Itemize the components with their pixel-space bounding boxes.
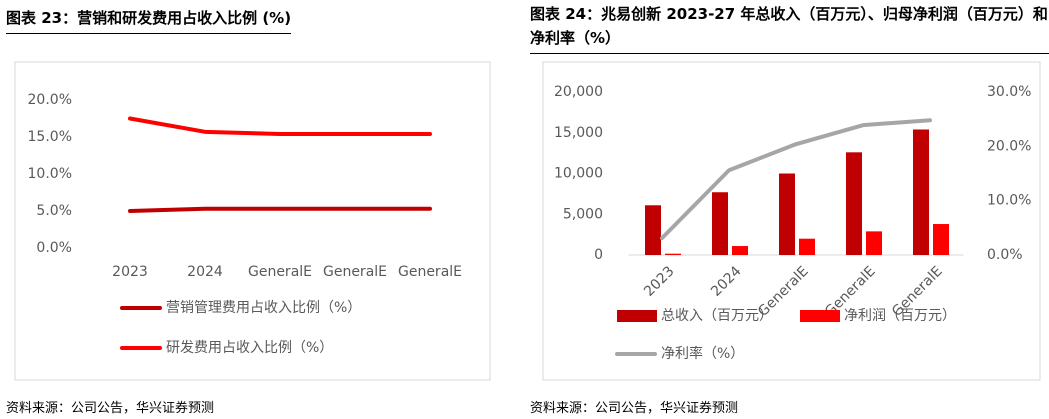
y-tick-label: 10.0% xyxy=(28,166,72,182)
legend-label: 研发费用占收入比例（%） xyxy=(166,340,333,356)
y-tick-label: 5,000 xyxy=(563,206,603,222)
chart-frame xyxy=(14,61,491,381)
bar xyxy=(645,205,661,255)
y-tick-label: 0.0% xyxy=(36,240,72,256)
line xyxy=(128,206,432,213)
y2-tick-label: 0.0% xyxy=(987,247,1023,263)
x-tick-label: 2023 xyxy=(641,263,678,300)
chart-frame xyxy=(542,61,1041,381)
x-tick-label: 2024 xyxy=(187,264,223,280)
x-tick-label: 2023 xyxy=(112,264,148,280)
legend-swatch xyxy=(800,310,840,322)
chart-title: 图表 23：营销和研发费用占收入比例 (%) xyxy=(6,6,292,34)
bar xyxy=(933,224,949,255)
legend-label: 营销管理费用占收入比例（%） xyxy=(166,300,361,316)
chart-title: 图表 24：兆易创新 2023-27 年总收入（百万元）、归母净利润（百万元）和… xyxy=(530,2,1049,54)
bar xyxy=(779,173,795,255)
bar xyxy=(846,152,862,255)
y-tick-label: 5.0% xyxy=(36,203,72,219)
legend-label: 净利率（%） xyxy=(661,345,744,362)
legend-label: 净利润（百万元） xyxy=(844,308,956,324)
y-tick-label: 10,000 xyxy=(554,166,603,182)
y-tick-label: 20.0% xyxy=(28,92,72,108)
legend-label: 总收入（百万元） xyxy=(661,308,773,324)
bar xyxy=(913,129,929,255)
y-tick-label: 15.0% xyxy=(28,129,72,145)
legend-swatch xyxy=(617,310,657,322)
bar xyxy=(665,253,681,255)
source-note: 资料来源：公司公告，华兴证券预测 xyxy=(6,401,215,416)
y-tick-label: 0 xyxy=(594,247,603,263)
line xyxy=(128,116,432,137)
bar xyxy=(799,238,815,255)
bar xyxy=(712,192,728,255)
bar xyxy=(732,246,748,255)
y-tick-label: 15,000 xyxy=(554,125,603,141)
x-tick-label: GeneralE xyxy=(248,264,312,280)
x-tick-label: GeneralE xyxy=(398,264,462,280)
y-tick-label: 20,000 xyxy=(554,84,603,100)
line xyxy=(660,118,932,241)
x-tick-label: 2024 xyxy=(708,263,745,300)
y2-tick-label: 10.0% xyxy=(987,193,1031,209)
x-tick-label: GeneralE xyxy=(323,264,387,280)
source-note: 资料来源：公司公告，华兴证券预测 xyxy=(530,401,739,416)
bar xyxy=(866,231,882,255)
y2-tick-label: 20.0% xyxy=(987,138,1031,154)
y2-tick-label: 30.0% xyxy=(987,84,1031,100)
